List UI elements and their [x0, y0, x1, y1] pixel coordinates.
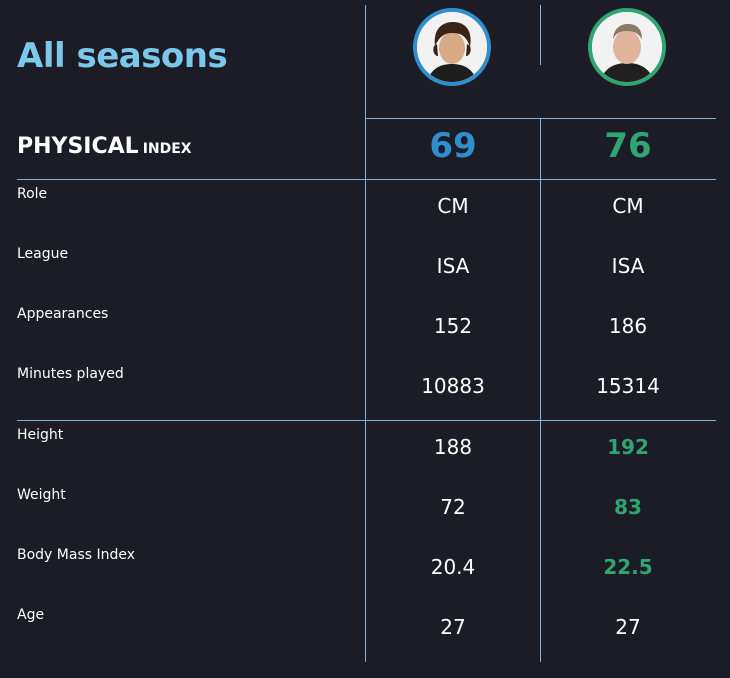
column-divider-2-lower — [540, 118, 541, 662]
player-1-weight-value: 72 — [440, 495, 466, 519]
player-2-photo-icon — [592, 12, 662, 82]
player-1-height-value: 188 — [433, 435, 473, 459]
player-2-league-value: ISA — [611, 254, 645, 278]
section-divider — [17, 420, 716, 421]
player-2-appearances-value: 186 — [608, 314, 648, 338]
player-2-age-value: 27 — [615, 615, 641, 639]
stat-label-league: League — [17, 246, 69, 262]
player-2-avatar[interactable] — [588, 8, 666, 86]
physical-label: PHYSICAL — [17, 134, 139, 159]
player-2-minutes-played-value: 15314 — [596, 374, 660, 398]
player-1-photo-icon — [417, 12, 487, 82]
stat-label-role: Role — [17, 186, 48, 202]
player-2-height-value: 192 — [607, 435, 649, 459]
player-1-body-mass-index-value: 20.4 — [430, 555, 476, 579]
player-1-physical-index: 69 — [429, 126, 477, 166]
physical-label-small: INDEX — [142, 141, 192, 157]
stat-label-minutes-played: Minutes played — [17, 366, 124, 382]
player-2-weight-value: 83 — [614, 495, 642, 519]
player-2-role-value: CM — [612, 194, 644, 218]
stat-label-weight: Weight — [17, 487, 66, 503]
player-1-minutes-played-value: 10883 — [421, 374, 485, 398]
player-1-age-value: 27 — [440, 615, 466, 639]
stat-label-age: Age — [17, 607, 45, 623]
player-2-physical-index: 76 — [604, 126, 652, 166]
index-divider — [17, 179, 716, 180]
player-1-avatar[interactable] — [413, 8, 491, 86]
stat-label-appearances: Appearances — [17, 306, 109, 322]
header-divider — [365, 118, 716, 119]
column-divider-2 — [540, 5, 541, 65]
player-1-role-value: CM — [437, 194, 469, 218]
stat-label-height: Height — [17, 427, 64, 443]
physical-index-label: PHYSICAL INDEX — [17, 134, 192, 159]
player-1-league-value: ISA — [436, 254, 470, 278]
column-divider-1 — [365, 5, 366, 662]
player-2-body-mass-index-value: 22.5 — [603, 555, 653, 579]
page-title: All seasons — [17, 36, 228, 76]
stat-label-body-mass-index: Body Mass Index — [17, 547, 136, 563]
player-1-appearances-value: 152 — [433, 314, 473, 338]
